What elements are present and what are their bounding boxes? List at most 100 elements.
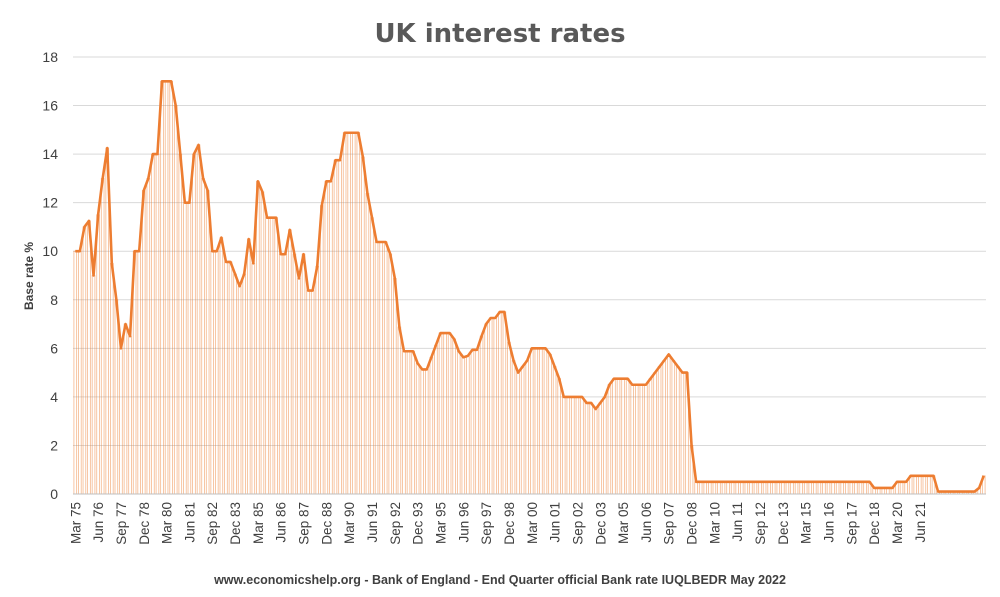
bar (479, 335, 484, 495)
bar (657, 366, 662, 495)
x-tick-group: Mar 95 (433, 502, 448, 544)
bar (630, 384, 634, 495)
bar (635, 384, 639, 495)
x-tick-label: Mar 10 (707, 502, 722, 544)
x-tick-group: Jun 01 (548, 502, 563, 543)
bar (730, 481, 735, 495)
bar (301, 253, 306, 495)
bar (269, 217, 274, 495)
bar (484, 323, 488, 495)
y-tick-label: 4 (50, 389, 58, 405)
x-tick-label: Mar 85 (251, 502, 266, 544)
bar (539, 347, 543, 495)
x-tick-group: Jun 96 (456, 502, 471, 543)
bar (516, 372, 520, 495)
series-line (75, 79, 985, 493)
bar (771, 481, 776, 495)
bar (922, 475, 927, 495)
bar (146, 177, 151, 495)
bar (397, 326, 402, 495)
bar (87, 220, 91, 495)
bar (324, 180, 329, 495)
x-tick-label: Mar 20 (890, 502, 905, 544)
bar (835, 481, 840, 495)
bar (278, 253, 283, 495)
chart-title: UK interest rates (374, 19, 625, 49)
bar (612, 378, 616, 495)
bar (616, 378, 621, 495)
x-tick-label: Dec 98 (502, 502, 517, 545)
x-tick-label: Sep 02 (570, 502, 585, 545)
bar (219, 237, 224, 495)
x-tick-group: Mar 00 (525, 502, 540, 544)
x-tick-group: Mar 20 (890, 502, 905, 544)
bar (215, 250, 219, 495)
x-tick-label: Dec 83 (228, 502, 243, 545)
bar (288, 229, 292, 495)
y-tick-label: 16 (42, 98, 58, 114)
bar (694, 481, 698, 495)
bar (653, 372, 657, 495)
bar (78, 250, 82, 495)
x-tick-group: Dec 08 (685, 502, 700, 545)
bar (393, 278, 397, 495)
x-tick-group: Mar 90 (342, 502, 357, 544)
x-tick-label: Dec 18 (867, 502, 882, 545)
bar (196, 144, 201, 495)
bar (429, 356, 434, 495)
bar (607, 384, 612, 495)
x-tick-group: Mar 80 (160, 502, 175, 544)
x-tick-label: Jun 76 (91, 502, 106, 543)
bar (383, 241, 388, 495)
bar (826, 481, 831, 495)
bar (365, 193, 370, 495)
bar (141, 190, 146, 495)
x-tick-group: Jun 16 (822, 502, 837, 543)
bar (817, 481, 822, 495)
bar (822, 481, 826, 495)
bar (776, 481, 781, 495)
bar (246, 238, 251, 495)
x-tick-label: Dec 03 (593, 502, 608, 545)
bar (863, 481, 867, 495)
bar (625, 378, 630, 495)
bar (913, 475, 918, 495)
bar (548, 354, 552, 495)
x-tick-group: Jun 81 (182, 502, 197, 543)
y-tick-label: 14 (42, 146, 58, 162)
bar (228, 261, 233, 495)
y-axis: 0 2 4 6 8 10 12 14 16 18 (42, 49, 58, 502)
bar (242, 273, 246, 495)
bar (918, 475, 922, 495)
x-tick-label: Jun 11 (730, 502, 745, 542)
bar (96, 214, 100, 495)
bar (726, 481, 730, 495)
bar (315, 265, 319, 495)
x-tick-label: Sep 92 (388, 502, 403, 545)
bar (543, 347, 548, 495)
bar (233, 273, 237, 495)
bar (128, 335, 132, 495)
bar (753, 481, 758, 495)
x-axis: Mar 75 Jun 76 Sep 77 Dec 78 Mar 80 Jun 81 Sep … (68, 493, 986, 545)
x-tick-group: Dec 03 (593, 502, 608, 545)
x-tick-label: Dec 78 (137, 502, 152, 545)
x-tick-label: Sep 07 (662, 502, 677, 545)
bar (488, 317, 493, 495)
bar (534, 347, 539, 495)
bar (671, 360, 676, 495)
bar (110, 262, 114, 495)
x-tick-label: Sep 97 (479, 502, 494, 545)
bar (844, 481, 849, 495)
bar (808, 481, 813, 495)
bar (320, 205, 324, 495)
bar (666, 354, 671, 495)
x-tick-group: Mar 15 (799, 502, 814, 544)
bar (164, 80, 169, 495)
bar (593, 408, 598, 495)
bar (648, 378, 653, 495)
bar (498, 311, 502, 495)
bar (306, 290, 310, 495)
bar (840, 481, 844, 495)
x-tick-label: Mar 00 (525, 502, 540, 544)
